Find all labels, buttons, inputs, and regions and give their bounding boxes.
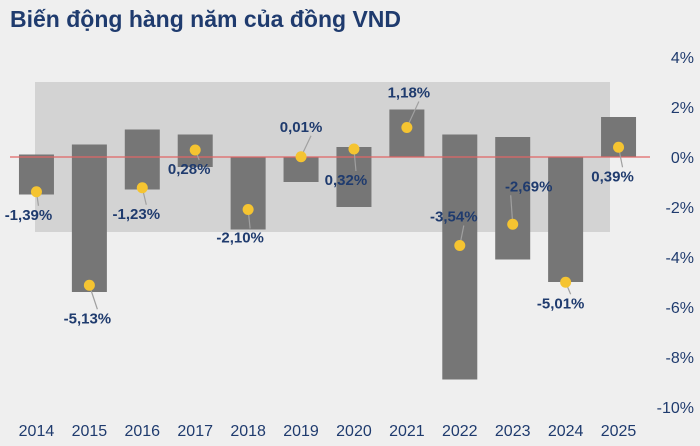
bar-2022 xyxy=(442,134,478,380)
point-2017 xyxy=(189,144,201,156)
bar-2018 xyxy=(230,157,266,230)
x-tick-2015: 2015 xyxy=(72,423,108,440)
x-tick-2021: 2021 xyxy=(389,423,425,440)
data-label-2025: 0,39% xyxy=(591,168,634,185)
y-tick--8: -8% xyxy=(666,350,694,367)
point-2016 xyxy=(136,182,148,194)
data-label-2018: -2,10% xyxy=(216,230,264,247)
data-label-2024: -5,01% xyxy=(537,295,585,312)
x-tick-2024: 2024 xyxy=(548,423,584,440)
bar-2015 xyxy=(71,144,107,292)
bar-2016 xyxy=(124,129,160,190)
x-tick-2022: 2022 xyxy=(442,423,478,440)
y-tick-4: 4% xyxy=(671,50,694,67)
x-tick-2020: 2020 xyxy=(336,423,372,440)
data-label-2019: 0,01% xyxy=(280,119,323,136)
point-2020 xyxy=(348,143,360,155)
y-tick--6: -6% xyxy=(666,300,694,317)
x-tick-2019: 2019 xyxy=(283,423,319,440)
x-tick-2018: 2018 xyxy=(230,423,266,440)
data-label-2020: 0,32% xyxy=(325,172,368,189)
y-tick--2: -2% xyxy=(666,200,694,217)
point-2019 xyxy=(295,151,307,163)
bar-2021 xyxy=(389,109,425,157)
x-tick-2016: 2016 xyxy=(124,423,160,440)
data-label-2021: 1,18% xyxy=(388,85,431,102)
point-2021 xyxy=(401,122,413,133)
y-tick--10: -10% xyxy=(657,400,694,417)
bar-2023 xyxy=(495,137,531,260)
x-tick-2023: 2023 xyxy=(495,423,531,440)
data-label-2015: -5,13% xyxy=(64,310,112,327)
y-tick-0: 0% xyxy=(671,150,694,167)
data-label-2014: -1,39% xyxy=(5,207,53,224)
point-2022 xyxy=(454,240,466,251)
data-label-2023: -2,69% xyxy=(505,178,553,195)
x-tick-2017: 2017 xyxy=(177,423,213,440)
bar-2024 xyxy=(548,157,584,282)
chart-title: Biến động hàng năm của đồng VND xyxy=(10,6,401,32)
data-label-2022: -3,54% xyxy=(430,209,478,226)
point-2018 xyxy=(242,204,254,215)
x-tick-2014: 2014 xyxy=(19,423,55,440)
point-2015 xyxy=(83,279,95,291)
x-tick-2025: 2025 xyxy=(601,423,637,440)
point-2025 xyxy=(613,141,625,153)
point-2014 xyxy=(30,186,42,198)
y-tick--4: -4% xyxy=(666,250,694,267)
data-label-2016: -1,23% xyxy=(113,206,161,223)
y-tick-2: 2% xyxy=(671,100,694,117)
point-2023 xyxy=(507,218,519,230)
point-2024 xyxy=(560,276,572,288)
data-label-2017: 0,28% xyxy=(168,161,211,178)
